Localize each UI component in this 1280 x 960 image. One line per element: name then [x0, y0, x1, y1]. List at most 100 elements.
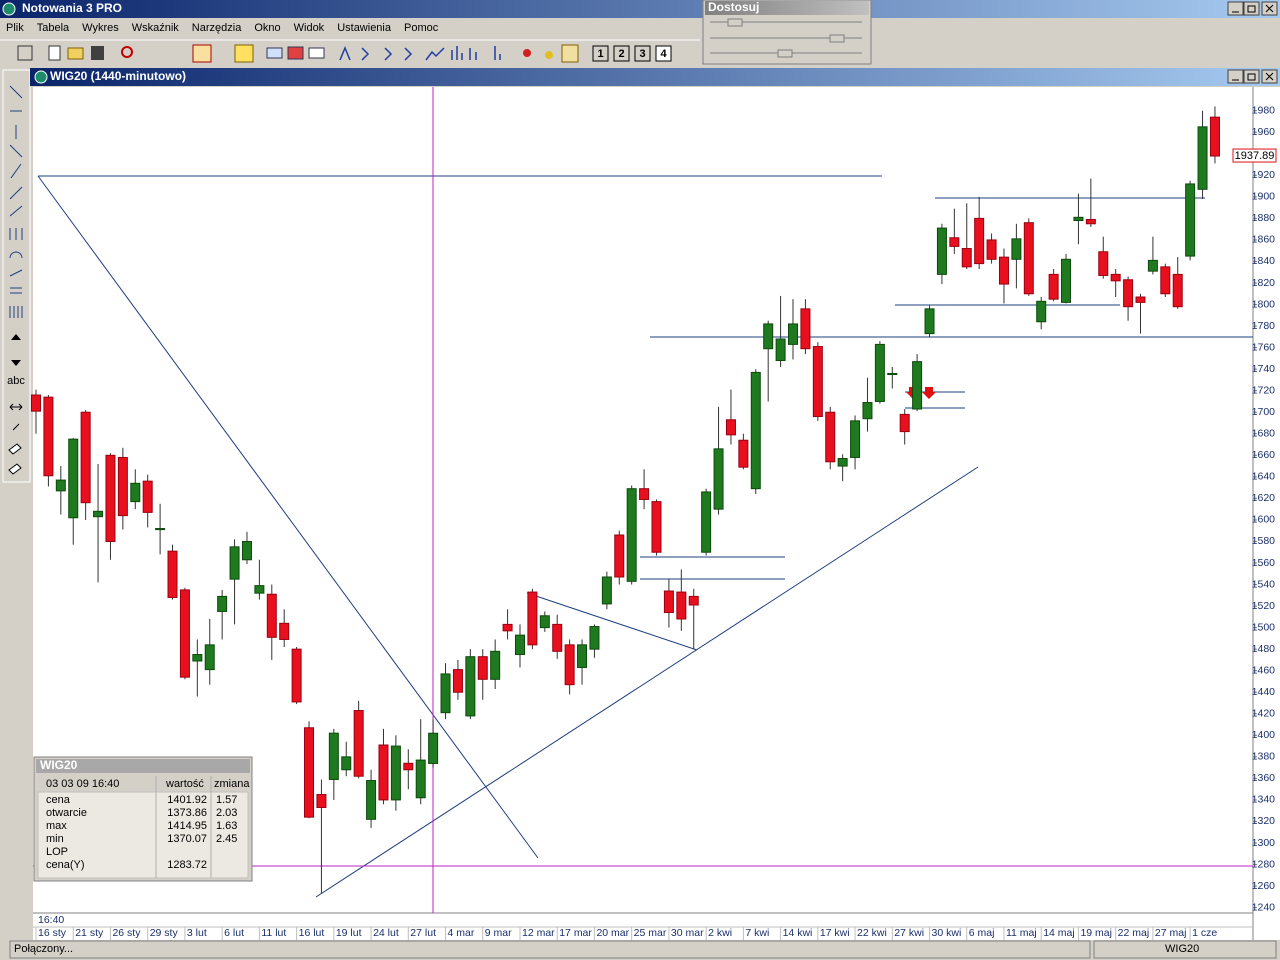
y-tick-label: 1620 [1252, 492, 1276, 504]
candle-body [862, 402, 873, 420]
tool-indicator[interactable] [192, 44, 212, 63]
tool-new[interactable] [48, 45, 61, 61]
candle-body [55, 479, 66, 492]
candle-body [477, 656, 488, 680]
y-tick-label: 1860 [1252, 234, 1276, 246]
info-column: wartość [165, 778, 204, 790]
x-tick-label: 30 mar [671, 927, 704, 939]
page-label[interactable]: 1 [597, 48, 603, 60]
candle-body [601, 576, 612, 605]
y-tick-label: 1440 [1252, 686, 1276, 698]
candle-body [192, 654, 203, 662]
menu-item[interactable]: Tabela [37, 22, 70, 34]
page-buttons: 1 2 3 4 [592, 45, 672, 62]
page-button[interactable] [634, 45, 651, 62]
candle-body [961, 248, 972, 268]
candle-body [1098, 251, 1109, 276]
edit-tools[interactable] [8, 403, 23, 475]
restore-button[interactable] [1243, 1, 1260, 16]
last-price: 1937.89 [1235, 150, 1275, 162]
candle-body [701, 491, 712, 553]
info-value: 1414.95 [167, 820, 207, 832]
tool-zoom[interactable] [121, 46, 133, 58]
slider-thumb[interactable] [727, 18, 743, 27]
y-tick-label: 1320 [1252, 815, 1276, 827]
candle-body [415, 759, 426, 799]
candle-body [1085, 218, 1096, 225]
status-panel [1093, 940, 1277, 959]
trend-line [526, 592, 698, 651]
y-tick-label: 1260 [1252, 880, 1276, 892]
status-left: Połączony... [14, 943, 73, 955]
page-label[interactable]: 2 [618, 48, 624, 60]
menu-item[interactable]: Okno [254, 22, 280, 34]
tool-marker[interactable] [234, 44, 254, 63]
x-tick-label: 21 sty [75, 927, 104, 939]
page-button[interactable] [655, 45, 672, 62]
tool-list[interactable] [308, 47, 325, 59]
menu-item[interactable]: Ustawienia [337, 22, 392, 34]
menu-item[interactable]: Wykres [82, 22, 119, 34]
x-tick-label: 4 mar [448, 927, 475, 939]
candle-body [750, 371, 761, 490]
candle-body [539, 615, 550, 629]
tool-save[interactable] [91, 46, 104, 60]
candle-body [514, 634, 525, 656]
candle-body [527, 591, 538, 646]
adjust-panel: Dostosuj [702, 0, 872, 65]
tool-grid[interactable] [17, 45, 33, 61]
page-button[interactable] [592, 45, 609, 62]
candle-body [1123, 279, 1134, 308]
menu-item[interactable]: Wskaźnik [132, 22, 180, 34]
candle-body [874, 343, 885, 402]
tool-layout[interactable] [561, 44, 579, 63]
menu-item[interactable]: Narzędzia [192, 22, 242, 34]
tool-signal[interactable] [523, 49, 531, 57]
candle-body [254, 585, 265, 594]
candle-body [986, 239, 997, 260]
restore-button[interactable] [1243, 69, 1260, 84]
menu-item[interactable]: Pomoc [404, 22, 439, 34]
info-change: 1.63 [216, 820, 237, 832]
minimize-button[interactable] [1227, 1, 1244, 16]
candle-body [738, 439, 749, 468]
page-button[interactable] [613, 45, 630, 62]
tool-open[interactable] [67, 47, 84, 60]
page-label[interactable]: 3 [639, 48, 645, 60]
y-tick-label: 1360 [1252, 772, 1276, 784]
minimize-button[interactable] [1227, 69, 1244, 84]
tool-colors[interactable] [287, 46, 304, 60]
panel-title: Dostosuj [708, 0, 759, 14]
slider-thumb[interactable] [829, 34, 845, 43]
tool-alert[interactable] [545, 51, 553, 59]
info-label: otwarcie [46, 807, 87, 819]
info-label: LOP [46, 846, 68, 858]
sliders [710, 18, 862, 58]
slider-thumb[interactable] [777, 49, 793, 58]
tool-drawing[interactable] [339, 46, 501, 61]
candle-body [43, 396, 54, 477]
candle-body [800, 308, 811, 350]
info-box: WIG20 03 03 09 16:40 wartość zmiana cena… [33, 756, 253, 882]
candle-body [428, 732, 439, 764]
x-tick-label: 14 kwi [783, 927, 813, 939]
x-tick-label: 14 maj [1043, 927, 1075, 939]
status-panel [9, 940, 1091, 959]
tool-icons[interactable] [9, 85, 23, 318]
info-body [37, 791, 249, 879]
toolbar: 1 2 3 4 [0, 39, 700, 63]
menu-item[interactable]: Plik [6, 22, 24, 34]
candle-body [179, 589, 190, 678]
y-tick-label: 1960 [1252, 126, 1276, 138]
menu-item[interactable]: Widok [294, 22, 325, 34]
candle-body [204, 644, 215, 671]
candle-body [80, 411, 91, 504]
tool-table[interactable] [266, 47, 283, 59]
candle-body [1160, 266, 1171, 295]
candle-body [1023, 222, 1034, 295]
text-tool[interactable]: abc [7, 375, 25, 387]
candle-body [974, 217, 985, 265]
title-bar [0, 0, 1280, 18]
page-label[interactable]: 4 [660, 48, 667, 60]
candle-body [639, 488, 650, 500]
